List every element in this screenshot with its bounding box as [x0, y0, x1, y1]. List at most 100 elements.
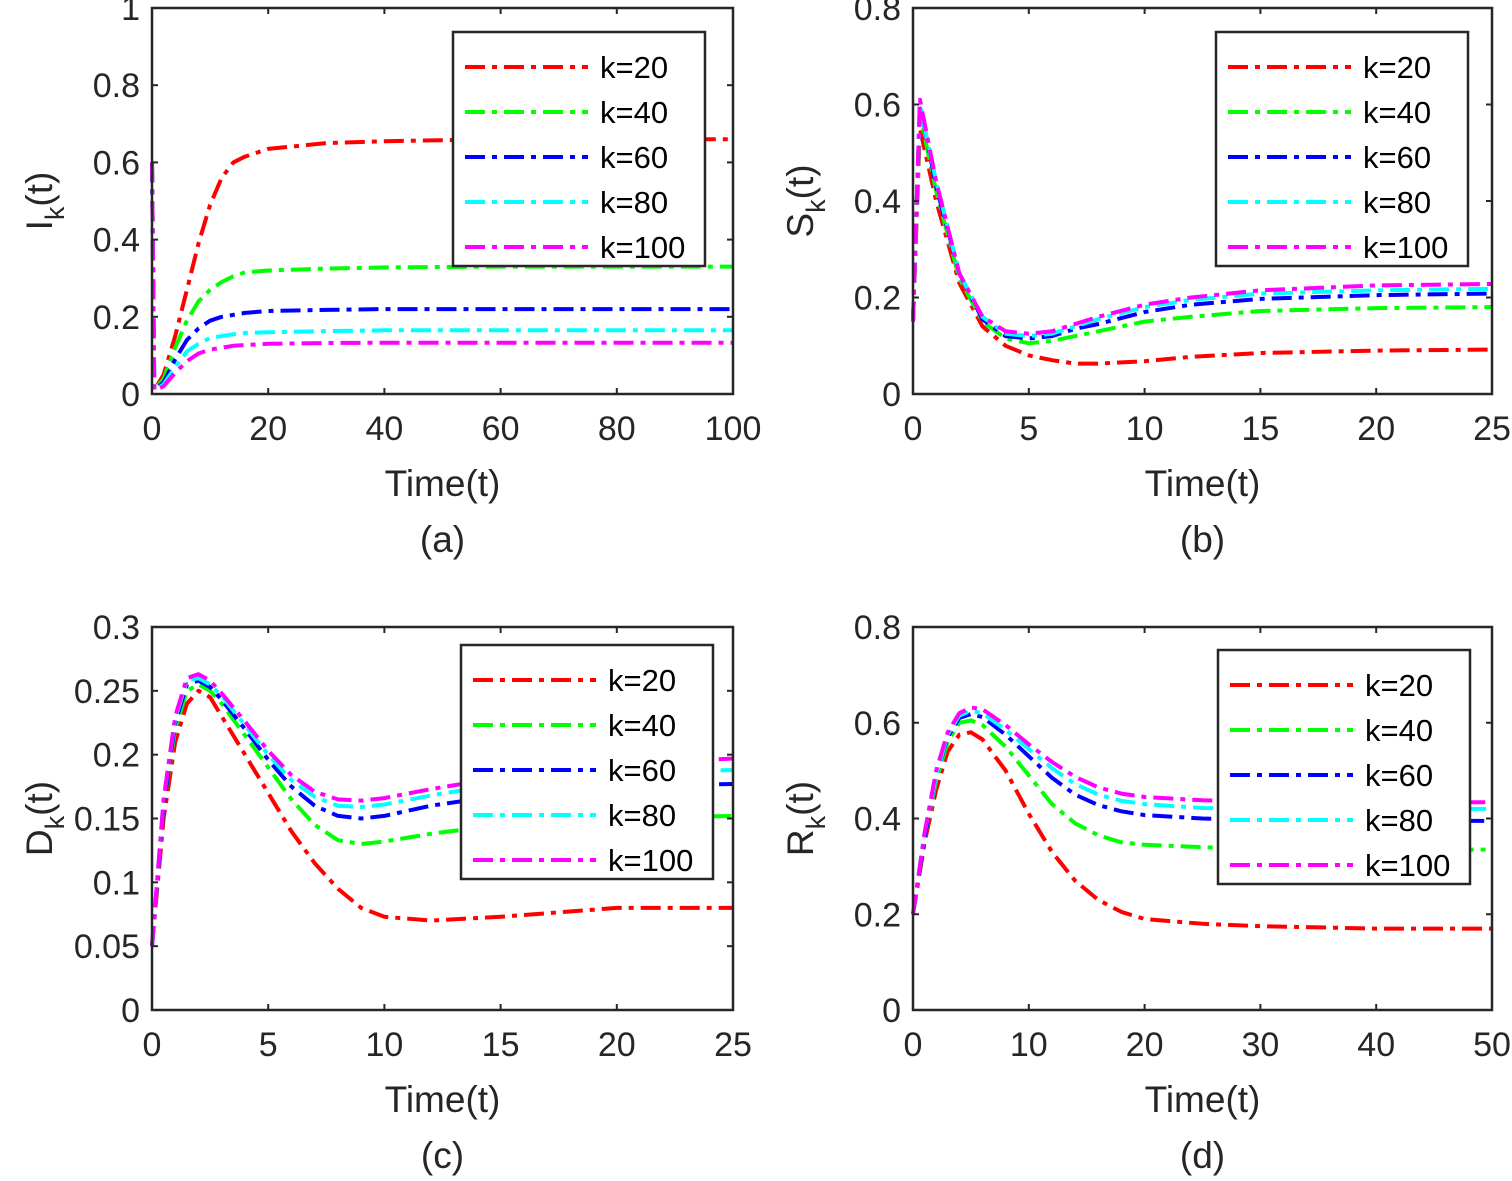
x-tick-label: 25 [1473, 410, 1511, 448]
x-tick-label: 15 [1241, 410, 1279, 448]
legend: k=20 k=40 k=60 k=80 k=100 [451, 30, 707, 268]
legend-label: k=80 [1365, 803, 1433, 838]
legend-box [459, 643, 715, 881]
series-line-k-20 [150, 137, 733, 393]
y-tick-label: 0.6 [854, 705, 901, 743]
y-tick-label: 0.05 [74, 928, 140, 966]
y-axis-label-tail: (t) [19, 781, 60, 816]
y-tick-label: 1 [121, 0, 140, 28]
y-tick-label: 0 [882, 992, 901, 1030]
x-tick-label: 0 [143, 1026, 162, 1064]
y-tick-label: 0.4 [854, 183, 901, 221]
y-axis-label-main: D [19, 829, 60, 856]
series-line-k-60 [150, 162, 733, 393]
x-tick-label: 100 [705, 410, 762, 448]
y-axis-label-tail: (t) [19, 172, 60, 207]
series-line-k-80 [150, 162, 733, 393]
series-line-k-100 [911, 705, 1492, 915]
legend-label: k=100 [608, 843, 693, 878]
legend-label: k=40 [608, 708, 676, 743]
legend-box [1214, 30, 1470, 268]
x-tick-label: 10 [365, 1026, 403, 1064]
y-tick-label: 0.8 [854, 609, 901, 647]
subplot-caption: (a) [420, 519, 465, 560]
legend: k=20 k=40 k=60 k=80 k=100 [459, 643, 715, 881]
x-axis-label: Time(t) [385, 463, 501, 504]
y-axis-label-tail: (t) [780, 164, 821, 199]
series-line-k-80 [911, 102, 1493, 339]
legend-box [1216, 648, 1472, 886]
legend-label: k=100 [600, 230, 685, 265]
legend-label: k=80 [1363, 185, 1431, 220]
y-tick-label: 0.6 [854, 87, 901, 125]
series-line-k-100 [150, 672, 734, 947]
y-axis-label-main: R [780, 829, 821, 856]
x-axis-label: Time(t) [1145, 463, 1261, 504]
y-axis-label: Sk(t) [780, 164, 831, 237]
x-tick-label: 0 [904, 1026, 923, 1064]
x-tick-label: 40 [365, 410, 403, 448]
legend-label: k=60 [600, 140, 668, 175]
legend: k=20 k=40 k=60 k=80 k=100 [1214, 30, 1470, 268]
y-tick-label: 0.2 [93, 299, 140, 337]
y-tick-label: 0 [121, 376, 140, 414]
y-axis-label: Ik(t) [19, 172, 70, 231]
y-axis-label-main: S [780, 213, 821, 238]
y-axis-label-subscript: k [801, 815, 831, 829]
y-tick-label: 0.8 [854, 0, 901, 28]
y-tick-label: 0.6 [93, 144, 140, 182]
subplot-4: 0 10 20 30 40 50 0 0.2 0.4 0.6 0.8 Time(t) Rk(t) (d) k… [780, 609, 1511, 1176]
x-tick-label: 20 [1126, 1026, 1164, 1064]
legend-label: k=20 [608, 663, 676, 698]
x-tick-label: 20 [598, 1026, 636, 1064]
y-tick-label: 0.1 [93, 864, 140, 902]
y-axis-label: Rk(t) [780, 781, 831, 856]
x-tick-label: 0 [904, 410, 923, 448]
legend-label: k=100 [1365, 848, 1450, 883]
legend-label: k=80 [608, 798, 676, 833]
legend-label: k=60 [608, 753, 676, 788]
series-line-k-40 [911, 112, 1493, 346]
series-line-k-80 [911, 708, 1492, 915]
y-tick-label: 0.2 [93, 737, 140, 775]
series-line-k-40 [150, 162, 733, 393]
y-tick-label: 0 [121, 992, 140, 1030]
y-tick-label: 0.25 [74, 673, 140, 711]
legend-label: k=20 [1363, 50, 1431, 85]
y-axis-label-main: I [19, 220, 60, 230]
y-tick-label: 0.4 [93, 222, 140, 260]
series-line-k-20 [911, 126, 1493, 366]
subplot-2: 0 5 10 15 20 25 0 0.2 0.4 0.6 0.8 Time(t) Sk(t) (b) k=… [780, 0, 1511, 560]
y-tick-label: 0 [882, 376, 901, 414]
x-axis-label: Time(t) [1145, 1079, 1261, 1120]
series-line-k-20 [150, 688, 733, 947]
x-tick-label: 40 [1357, 1026, 1395, 1064]
y-axis-label: Dk(t) [19, 781, 70, 856]
legend-box [451, 30, 707, 268]
legend-label: k=40 [1365, 713, 1433, 748]
legend-label: k=40 [600, 95, 668, 130]
y-tick-label: 0.3 [93, 609, 140, 647]
y-axis-label-subscript: k [40, 815, 70, 829]
subplot-3: 0 5 10 15 20 25 0 0.05 0.1 0.15 0.2 0.25 0.3 Time(t) D… [19, 609, 752, 1176]
x-tick-label: 25 [714, 1026, 752, 1064]
legend-label: k=20 [600, 50, 668, 85]
y-tick-label: 0.4 [854, 801, 901, 839]
x-tick-label: 10 [1010, 1026, 1048, 1064]
y-tick-label: 0.2 [854, 896, 901, 934]
x-axis-label: Time(t) [385, 1079, 501, 1120]
y-axis-label-subscript: k [801, 199, 831, 213]
x-tick-label: 10 [1126, 410, 1164, 448]
series-line-k-20 [911, 730, 1492, 931]
subplot-caption: (c) [421, 1135, 464, 1176]
series-line-k-100 [911, 97, 1493, 336]
subplot-caption: (d) [1180, 1135, 1225, 1176]
subplot-1: 0 20 40 60 80 100 0 0.2 0.4 0.6 0.8 1 Time(t) Ik(t) (a… [19, 0, 761, 560]
x-tick-label: 60 [482, 410, 520, 448]
x-tick-label: 5 [1019, 410, 1038, 448]
legend-label: k=60 [1363, 140, 1431, 175]
x-tick-label: 30 [1241, 1026, 1279, 1064]
legend-label: k=100 [1363, 230, 1448, 265]
x-tick-label: 50 [1473, 1026, 1511, 1064]
